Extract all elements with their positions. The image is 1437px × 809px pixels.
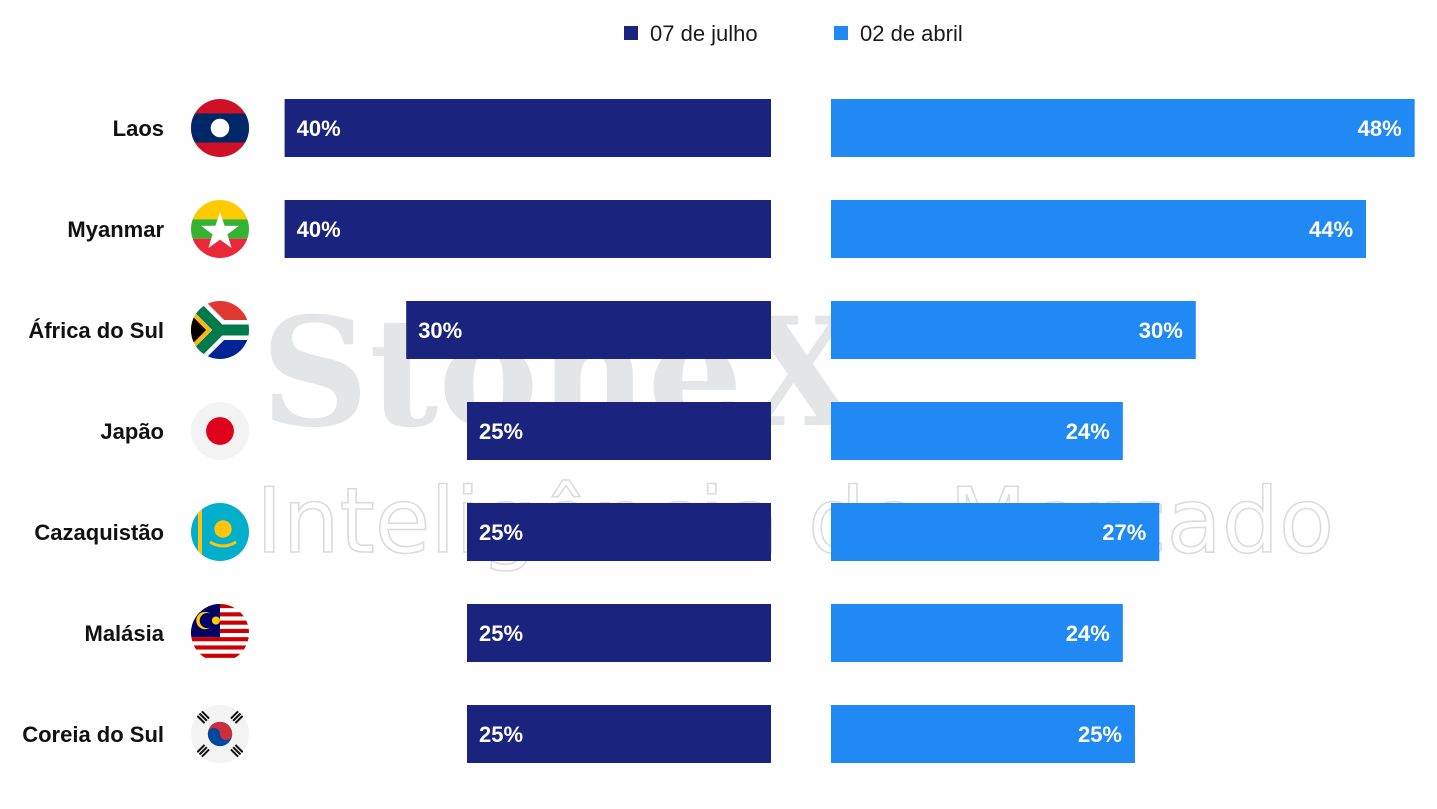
legend-swatch-2 bbox=[834, 26, 848, 40]
chart-row: Myanmar 40% 44% bbox=[67, 200, 1367, 258]
bar-02-de-abril bbox=[831, 604, 1123, 662]
bar-07-de-julho bbox=[406, 301, 771, 359]
bar-value-label: 24% bbox=[1066, 419, 1110, 444]
category-label: Japão bbox=[100, 419, 164, 444]
bar-02-de-abril bbox=[831, 402, 1123, 460]
chart-rows: Laos 40% 48% Myanmar 40% 44% África do Sul 30% 3… bbox=[22, 99, 1415, 763]
bar-value-label: 25% bbox=[479, 621, 523, 646]
bar-02-de-abril bbox=[831, 99, 1415, 157]
bar-02-de-abril bbox=[831, 200, 1367, 258]
bar-07-de-julho bbox=[284, 200, 771, 258]
bar-07-de-julho bbox=[467, 503, 771, 561]
myanmar-flag-icon bbox=[191, 200, 249, 258]
category-label: Laos bbox=[113, 116, 164, 141]
chart-row: Laos 40% 48% bbox=[113, 99, 1415, 157]
bar-value-label: 44% bbox=[1309, 217, 1353, 242]
laos-flag-icon bbox=[191, 99, 249, 157]
bar-value-label: 25% bbox=[479, 722, 523, 747]
bar-07-de-julho bbox=[467, 705, 771, 763]
bar-value-label: 30% bbox=[418, 318, 462, 343]
japan-flag-icon bbox=[191, 402, 249, 460]
watermark-tagline: Inteligência de Mercado bbox=[256, 469, 1334, 574]
category-label: África do Sul bbox=[28, 318, 164, 343]
bar-value-label: 27% bbox=[1102, 520, 1146, 545]
bar-07-de-julho bbox=[467, 604, 771, 662]
bar-value-label: 30% bbox=[1139, 318, 1183, 343]
chart-row: Coreia do Sul 25% 25% bbox=[22, 705, 1135, 763]
bar-02-de-abril bbox=[831, 301, 1196, 359]
chart-row: Japão 25% 24% bbox=[100, 402, 1123, 460]
category-label: Malásia bbox=[85, 621, 165, 646]
category-label: Myanmar bbox=[67, 217, 164, 242]
chart-row: Cazaquistão 25% 27% bbox=[34, 503, 1160, 561]
category-label: Cazaquistão bbox=[34, 520, 164, 545]
chart-row: Malásia 25% 24% bbox=[85, 604, 1123, 662]
bar-value-label: 25% bbox=[479, 419, 523, 444]
legend-swatch-1 bbox=[624, 26, 638, 40]
bar-02-de-abril bbox=[831, 503, 1160, 561]
south-korea-flag-icon bbox=[191, 705, 249, 763]
category-label: Coreia do Sul bbox=[22, 722, 164, 747]
malaysia-flag-icon bbox=[191, 604, 249, 662]
bar-07-de-julho bbox=[284, 99, 771, 157]
legend-label-1: 07 de julho bbox=[650, 21, 758, 46]
bar-value-label: 40% bbox=[297, 116, 341, 141]
south-africa-flag-icon bbox=[191, 301, 249, 359]
legend-label-2: 02 de abril bbox=[860, 21, 963, 46]
bar-07-de-julho bbox=[467, 402, 771, 460]
bar-02-de-abril bbox=[831, 705, 1135, 763]
bar-value-label: 25% bbox=[1078, 722, 1122, 747]
chart-row: África do Sul 30% 30% bbox=[28, 301, 1196, 359]
bar-value-label: 40% bbox=[297, 217, 341, 242]
bar-value-label: 25% bbox=[479, 520, 523, 545]
kazakhstan-flag-icon bbox=[191, 503, 249, 561]
bar-value-label: 24% bbox=[1066, 621, 1110, 646]
bar-value-label: 48% bbox=[1358, 116, 1402, 141]
legend: 07 de julho 02 de abril bbox=[624, 21, 963, 46]
